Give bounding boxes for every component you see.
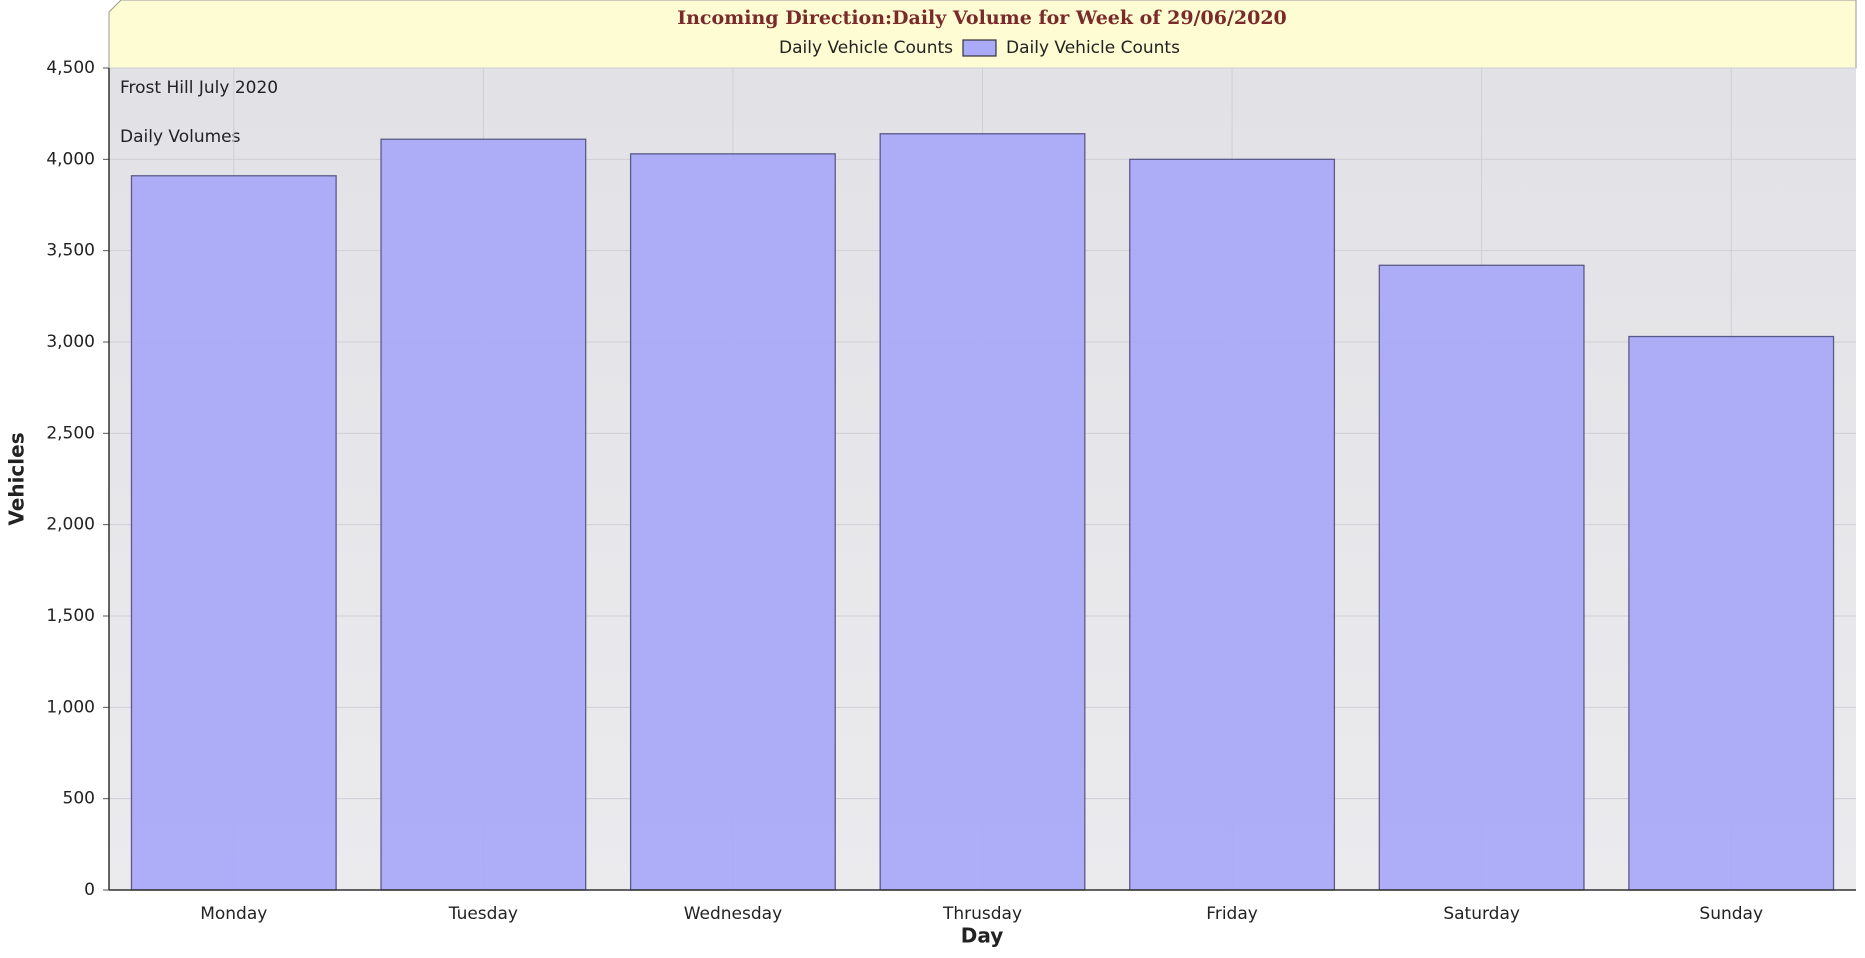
bar <box>130 175 337 891</box>
y-tick-label: 4,000 <box>46 149 95 169</box>
bar <box>629 153 836 891</box>
bar <box>1628 335 1835 891</box>
annotation: Daily Volumes <box>120 127 241 147</box>
y-tick-label: 500 <box>63 789 95 809</box>
x-tick-label: Wednesday <box>684 904 782 924</box>
x-tick-label: Saturday <box>1443 904 1520 924</box>
y-tick-label: 3,000 <box>46 332 95 352</box>
x-tick-label: Tuesday <box>448 904 518 924</box>
y-tick-label: 1,000 <box>46 697 95 717</box>
annotation: Frost Hill July 2020 <box>120 78 278 98</box>
y-tick-label: 4,500 <box>46 58 95 78</box>
bar <box>380 138 587 891</box>
y-tick-label: 3,500 <box>46 241 95 261</box>
y-tick-label: 2,500 <box>46 423 95 443</box>
bar <box>1129 158 1336 891</box>
legend-label: Daily Vehicle Counts <box>1006 38 1180 58</box>
y-axis-label: Vehicles <box>5 432 29 525</box>
chart-title: Incoming Direction:Daily Volume for Week… <box>677 7 1287 29</box>
x-tick-label: Friday <box>1206 904 1258 924</box>
x-tick-label: Monday <box>200 904 267 924</box>
y-tick-label: 2,000 <box>46 515 95 535</box>
legend-title: Daily Vehicle Counts <box>779 38 953 58</box>
y-tick-label: 1,500 <box>46 606 95 626</box>
bar <box>879 133 1086 891</box>
x-axis-label: Day <box>961 924 1004 948</box>
legend-swatch <box>962 39 997 57</box>
bar <box>1378 264 1585 891</box>
x-tick-label: Sunday <box>1699 904 1763 924</box>
y-tick-label: 0 <box>84 880 95 900</box>
x-tick-label: Thrusday <box>942 904 1022 924</box>
